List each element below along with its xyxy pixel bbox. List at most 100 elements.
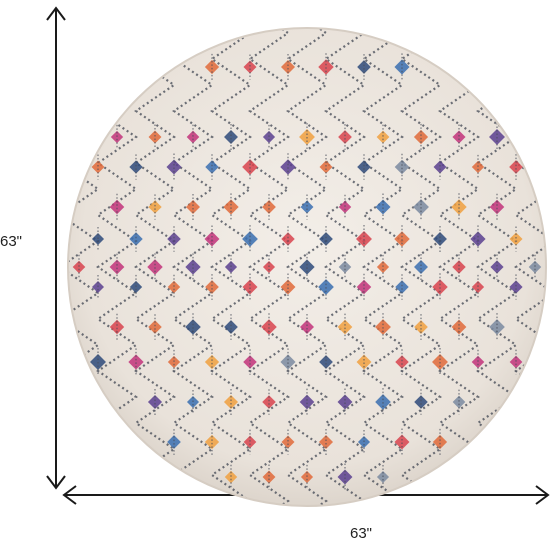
motif-diamond: [109, 259, 125, 275]
motif-diamond: [375, 319, 391, 335]
motif-diamond: [375, 199, 391, 215]
motif-diamond: [128, 354, 144, 370]
motif-diamond: [281, 435, 295, 449]
motif-diamond: [243, 60, 257, 74]
lattice-line: [400, 28, 442, 506]
motif-diamond: [318, 434, 334, 450]
motif-diamond: [471, 160, 485, 174]
motif-diamond: [148, 200, 162, 214]
motif-diamond: [414, 395, 428, 409]
rug-edge: [67, 27, 547, 507]
motif-diamond: [300, 320, 314, 334]
motif-diamond: [148, 130, 162, 144]
motif-diamond: [451, 319, 467, 335]
motif-diamond: [509, 355, 523, 369]
motif-diamond: [109, 199, 125, 215]
motif-diamond: [185, 319, 201, 335]
motif-diamond: [262, 260, 276, 274]
motif-diamond: [243, 435, 257, 449]
motif-diamond: [509, 232, 523, 246]
motif-diamond: [148, 320, 162, 334]
motif-diamond: [413, 199, 429, 215]
motif-diamond: [280, 279, 296, 295]
motif-diamond: [223, 394, 239, 410]
motif-diamond: [413, 129, 429, 145]
motif-diamond: [394, 59, 410, 75]
motif-diamond: [224, 130, 238, 144]
motif-diamond: [242, 159, 258, 175]
motif-diamond: [395, 280, 409, 294]
motif-diamond: [509, 160, 523, 174]
motif-diamond: [376, 470, 390, 484]
motif-diamond: [318, 59, 334, 75]
motif-diamond: [204, 354, 220, 370]
motif-diamond: [280, 354, 296, 370]
motif-diamond: [489, 129, 505, 145]
motif-diamond: [452, 395, 466, 409]
height-arrow: [46, 6, 66, 490]
lattice-line: [324, 28, 366, 506]
motif-diamond: [318, 279, 334, 295]
motif-diamond: [243, 355, 257, 369]
motif-diamond: [109, 319, 125, 335]
motif-diamond: [185, 259, 201, 275]
motif-diamond: [261, 319, 277, 335]
motif-diamond: [91, 232, 105, 246]
motif-diamond: [394, 434, 410, 450]
motif-diamond: [167, 232, 181, 246]
lattice-line: [286, 28, 328, 506]
motif-diamond: [471, 280, 485, 294]
height-dimension-label: 63": [0, 233, 23, 250]
lattice-line: [96, 28, 138, 506]
motif-diamond: [490, 260, 504, 274]
motif-diamond: [433, 232, 447, 246]
motif-diamond: [338, 130, 352, 144]
motif-diamond: [299, 394, 315, 410]
motif-diamond: [337, 469, 353, 485]
motif-diamond: [72, 260, 86, 274]
motif-diamond: [205, 160, 219, 174]
motif-diamond: [204, 434, 220, 450]
motif-diamond: [280, 59, 296, 75]
motif-diamond: [262, 130, 276, 144]
motif-diamond: [337, 319, 353, 335]
motif-diamond: [167, 355, 181, 369]
width-dimension-label: 63": [350, 525, 373, 542]
motif-diamond: [262, 200, 276, 214]
motif-diamond: [223, 199, 239, 215]
motif-diamond: [394, 231, 410, 247]
motif-diamond: [280, 159, 296, 175]
motif-diamond: [300, 470, 314, 484]
motif-diamond: [357, 60, 371, 74]
motif-diamond: [147, 394, 163, 410]
motif-diamond: [356, 354, 372, 370]
motif-diamond: [470, 231, 486, 247]
lattice-line: [362, 28, 404, 506]
motif-diamond: [357, 160, 371, 174]
motif-diamond: [414, 260, 428, 274]
motif-diamond: [452, 130, 466, 144]
motif-diamond: [204, 231, 220, 247]
motif-diamond: [338, 200, 352, 214]
motif-diamond: [91, 160, 105, 174]
motif-diamond: [451, 199, 467, 215]
motif-diamond: [489, 319, 505, 335]
motif-diamond: [489, 199, 505, 215]
motif-diamond: [376, 260, 390, 274]
motif-diamond: [432, 354, 448, 370]
motif-diamond: [394, 159, 410, 175]
motif-diamond: [90, 354, 106, 370]
motif-diamond: [357, 435, 371, 449]
motif-diamond: [528, 260, 542, 274]
motif-diamond: [186, 200, 200, 214]
motif-diamond: [376, 130, 390, 144]
lattice-line: [248, 28, 290, 506]
lattice-line: [438, 28, 480, 506]
lattice-line: [476, 28, 518, 506]
lattice-line: [134, 28, 176, 506]
motif-diamond: [242, 231, 258, 247]
motif-diamond: [262, 470, 276, 484]
motif-diamond: [224, 470, 238, 484]
motif-diamond: [186, 395, 200, 409]
